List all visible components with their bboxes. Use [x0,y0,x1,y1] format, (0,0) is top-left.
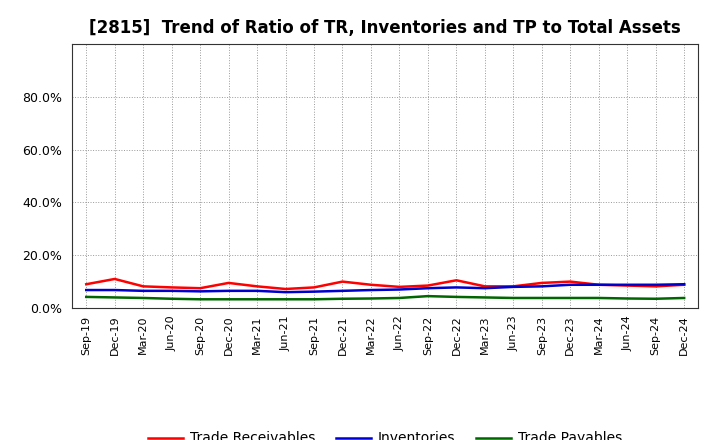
Trade Payables [253,297,261,302]
Trade Payables [480,295,489,300]
Trade Receivables [509,284,518,289]
Title: [2815]  Trend of Ratio of TR, Inventories and TP to Total Assets: [2815] Trend of Ratio of TR, Inventories… [89,19,681,37]
Inventories [253,288,261,293]
Inventories [509,284,518,290]
Line: Trade Payables: Trade Payables [86,296,684,299]
Inventories [225,288,233,293]
Inventories [680,282,688,287]
Inventories [196,289,204,294]
Trade Receivables [595,282,603,287]
Trade Payables [282,297,290,302]
Trade Payables [167,296,176,301]
Trade Receivables [282,286,290,292]
Trade Receivables [652,284,660,289]
Inventories [452,285,461,290]
Inventories [595,282,603,287]
Trade Receivables [452,278,461,283]
Inventories [82,287,91,293]
Line: Inventories: Inventories [86,284,684,292]
Trade Payables [395,295,404,301]
Inventories [167,288,176,293]
Trade Payables [652,296,660,301]
Line: Trade Receivables: Trade Receivables [86,279,684,289]
Trade Receivables [680,282,688,287]
Trade Payables [509,295,518,301]
Trade Receivables [82,282,91,287]
Trade Receivables [253,284,261,289]
Trade Payables [82,294,91,300]
Inventories [310,289,318,294]
Trade Receivables [225,280,233,286]
Inventories [366,287,375,293]
Trade Payables [452,294,461,300]
Trade Payables [623,296,631,301]
Trade Payables [366,296,375,301]
Inventories [537,284,546,289]
Trade Payables [310,297,318,302]
Trade Payables [110,295,119,300]
Trade Receivables [310,285,318,290]
Trade Payables [680,295,688,301]
Trade Receivables [480,284,489,289]
Inventories [338,288,347,293]
Trade Payables [338,296,347,301]
Trade Payables [595,295,603,301]
Inventories [139,288,148,293]
Inventories [423,286,432,291]
Trade Receivables [110,276,119,282]
Inventories [566,282,575,287]
Inventories [282,290,290,295]
Inventories [110,287,119,293]
Inventories [480,286,489,291]
Trade Receivables [623,283,631,288]
Inventories [623,282,631,287]
Trade Payables [537,295,546,301]
Trade Receivables [196,286,204,291]
Trade Receivables [338,279,347,284]
Inventories [395,287,404,292]
Legend: Trade Receivables, Inventories, Trade Payables: Trade Receivables, Inventories, Trade Pa… [143,426,628,440]
Inventories [652,282,660,287]
Trade Receivables [537,280,546,286]
Trade Payables [196,297,204,302]
Trade Receivables [139,284,148,289]
Trade Receivables [423,283,432,288]
Trade Payables [566,295,575,301]
Trade Receivables [566,279,575,284]
Trade Receivables [395,284,404,290]
Trade Payables [423,293,432,299]
Trade Receivables [366,282,375,287]
Trade Payables [139,295,148,301]
Trade Payables [225,297,233,302]
Trade Receivables [167,285,176,290]
